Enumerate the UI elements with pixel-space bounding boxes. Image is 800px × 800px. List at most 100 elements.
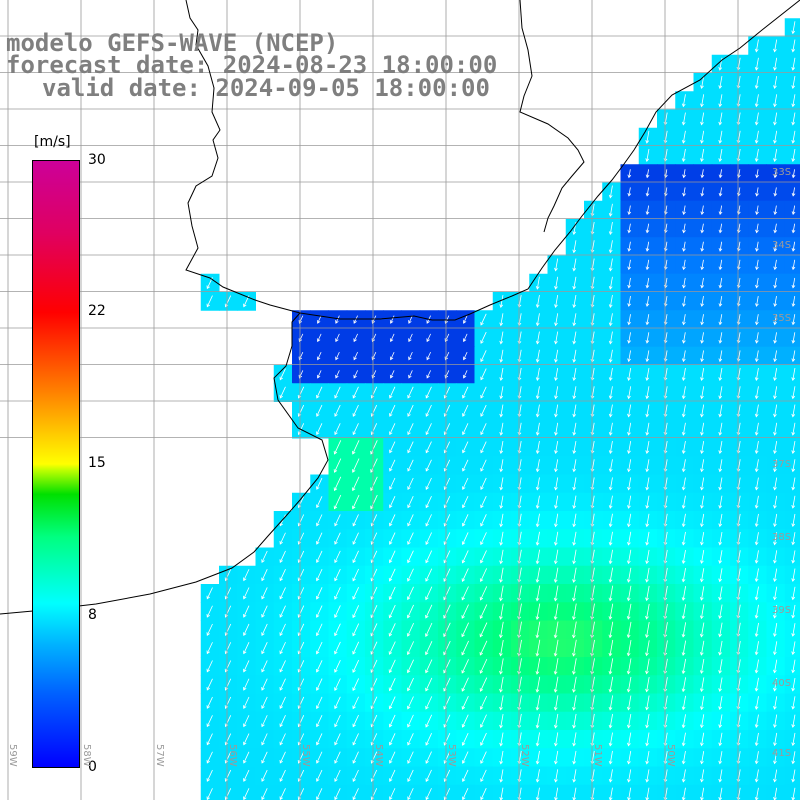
- wind-arrow: [461, 677, 469, 692]
- wind-arrow: [681, 477, 686, 491]
- wind-arrow: [754, 94, 759, 108]
- wind-cell: [365, 784, 384, 800]
- wind-arrow: [407, 532, 414, 545]
- wind-arrow: [553, 713, 559, 729]
- wind-arrow: [352, 514, 359, 527]
- wind-cell: [784, 328, 800, 348]
- wind-arrow: [389, 441, 396, 454]
- wind-arrow: [279, 660, 286, 673]
- wind-arrow: [480, 368, 487, 381]
- wind-arrow: [425, 677, 433, 692]
- wind-arrow: [681, 714, 686, 729]
- colorbar-tick-8: 8: [88, 607, 97, 623]
- wind-arrow: [626, 695, 632, 711]
- wind-arrow: [279, 368, 286, 381]
- wind-arrow: [480, 459, 487, 472]
- wind-arrow: [645, 367, 650, 381]
- wind-arrow: [352, 605, 360, 619]
- wind-arrow: [406, 604, 414, 619]
- wind-arrow: [461, 568, 469, 582]
- wind-arrow: [352, 696, 359, 710]
- wind-arrow: [499, 422, 504, 436]
- wind-arrow: [206, 623, 213, 636]
- wind-cell: [784, 91, 800, 110]
- wind-arrow: [608, 769, 613, 783]
- wind-arrow: [351, 494, 360, 510]
- wind-arrow: [535, 313, 540, 327]
- wind-arrow: [754, 75, 759, 89]
- lat-label: 35S: [772, 313, 792, 324]
- lat-label: 38S: [772, 532, 792, 543]
- wind-arrow: [700, 495, 705, 509]
- wind-arrow: [206, 678, 213, 691]
- wind-arrow: [315, 714, 323, 728]
- wind-arrow: [243, 715, 250, 728]
- wind-arrow: [206, 660, 213, 673]
- wind-arrow: [754, 641, 759, 656]
- wind-arrow: [773, 440, 778, 454]
- wind-arrow: [608, 732, 613, 747]
- wind-cell: [784, 36, 800, 56]
- wind-arrow: [773, 459, 778, 473]
- wind-arrow: [316, 315, 322, 324]
- wind-arrow: [645, 658, 650, 675]
- wind-arrow: [645, 440, 650, 454]
- wind-arrow: [407, 404, 414, 417]
- wind-arrow: [754, 39, 759, 53]
- wind-arrow: [462, 441, 469, 454]
- wind-arrow: [425, 696, 433, 710]
- wind-arrow: [626, 585, 632, 602]
- wind-arrow: [333, 476, 342, 492]
- wind-arrow: [279, 587, 286, 600]
- wind-arrow: [461, 732, 469, 746]
- wind-cell: [784, 492, 800, 512]
- wind-cell: [328, 784, 348, 800]
- lon-label: 59W: [7, 744, 18, 767]
- wind-arrow: [645, 223, 650, 234]
- wind-arrow: [480, 751, 487, 764]
- wind-arrow: [608, 258, 613, 272]
- wind-arrow: [718, 187, 723, 197]
- wind-arrow: [627, 332, 631, 344]
- wind-arrow: [261, 569, 268, 582]
- wind-arrow: [754, 459, 759, 473]
- wind-arrow: [791, 477, 796, 491]
- wind-arrow: [499, 769, 504, 783]
- wind-arrow: [791, 513, 796, 528]
- wind-arrow: [791, 241, 796, 252]
- wind-arrow: [773, 751, 778, 765]
- wind-arrow: [645, 296, 650, 307]
- lat-label: 37S: [772, 459, 792, 470]
- wind-arrow: [479, 714, 487, 728]
- wind-arrow: [791, 677, 796, 692]
- wind-arrow: [627, 205, 632, 215]
- wind-arrow: [334, 641, 341, 655]
- wind-arrow: [681, 751, 686, 765]
- wind-arrow: [681, 622, 687, 638]
- wind-arrow: [773, 659, 778, 674]
- wind-arrow: [626, 713, 632, 729]
- wind-cell: [784, 529, 800, 548]
- wind-arrow: [316, 788, 323, 800]
- wind-arrow: [243, 569, 250, 582]
- wind-arrow: [315, 623, 323, 637]
- wind-arrow: [261, 788, 268, 800]
- wind-arrow: [316, 514, 323, 527]
- wind-arrow: [315, 696, 323, 710]
- wind-arrow: [645, 769, 650, 783]
- wind-arrow: [791, 57, 796, 71]
- wind-arrow: [279, 550, 286, 563]
- wind-arrow: [461, 532, 469, 546]
- wind-cell: [273, 784, 293, 800]
- wind-arrow: [279, 605, 286, 618]
- wind-arrow: [608, 422, 613, 436]
- wind-arrow: [499, 750, 504, 765]
- wind-arrow: [389, 788, 396, 800]
- wind-arrow: [754, 751, 759, 765]
- wind-arrow: [718, 94, 723, 108]
- wind-arrow: [755, 169, 759, 179]
- wind-arrow: [754, 367, 759, 381]
- wind-arrow: [425, 622, 433, 637]
- wind-arrow: [553, 567, 559, 583]
